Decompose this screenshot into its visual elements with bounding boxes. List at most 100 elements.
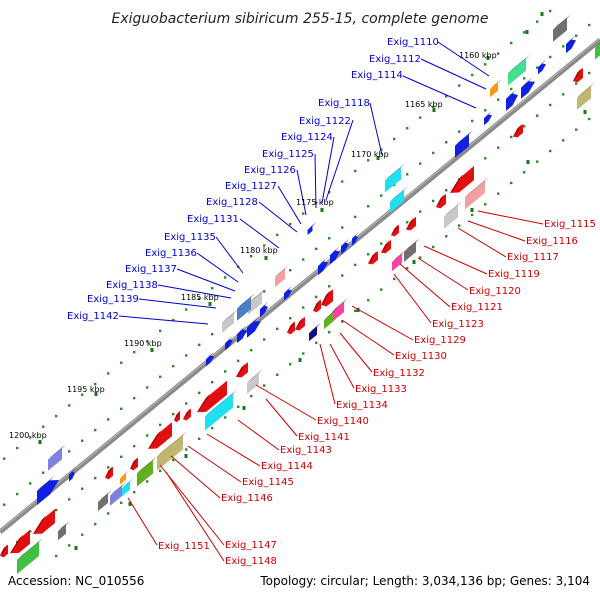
major-tick: [208, 302, 212, 306]
tick-dot: [380, 288, 383, 291]
gene-top: [236, 363, 246, 377]
gene-top: [33, 515, 46, 535]
tick-dot: [471, 73, 474, 77]
gene-label[interactable]: Exig_1140: [317, 416, 369, 427]
gene-top: [37, 476, 54, 492]
gene-reverse-28: [130, 457, 138, 471]
tick-dot: [432, 199, 435, 203]
kbp-label: 1185 kbp: [181, 293, 219, 302]
gene-face: [248, 292, 262, 315]
gene-label[interactable]: Exig_1110: [387, 37, 439, 48]
leader-line-top: [258, 201, 298, 233]
tick-dot: [185, 402, 188, 405]
gene-top: [444, 201, 462, 217]
tick-dot: [263, 244, 266, 247]
major-tick: [94, 392, 98, 396]
gene-label[interactable]: Exig_1151: [158, 541, 210, 552]
gene-label[interactable]: Exig_1119: [488, 269, 540, 280]
kbp-label: 1195 kbp: [67, 385, 105, 394]
kbp-label: 1190 kbp: [124, 339, 162, 348]
tick-dot: [367, 253, 370, 256]
gene-top: [130, 457, 138, 469]
gene-label[interactable]: Exig_1128: [206, 197, 258, 208]
gene-label[interactable]: Exig_1147: [225, 540, 277, 551]
gene-top: [284, 285, 293, 294]
gene-label[interactable]: Exig_1127: [225, 181, 277, 192]
gene-label[interactable]: Exig_1122: [299, 116, 351, 127]
gene-label[interactable]: Exig_1131: [187, 214, 239, 225]
gene-label[interactable]: Exig_1129: [414, 335, 466, 346]
gene-label[interactable]: Exig_1120: [469, 286, 521, 297]
gene-label[interactable]: Exig_1138: [106, 280, 158, 291]
gene-reverse-37: [58, 520, 70, 541]
gene-reverse-39: [0, 544, 8, 558]
gene-label[interactable]: Exig_1136: [145, 248, 197, 259]
gene-top: [287, 321, 295, 333]
gene-label[interactable]: Exig_1143: [280, 445, 332, 456]
major-tick: [242, 406, 246, 410]
tick-dot: [185, 354, 188, 357]
tick-dot: [445, 95, 448, 98]
gene-top: [436, 194, 445, 208]
gene-forward-16: [307, 221, 317, 236]
gene-label[interactable]: Exig_1132: [373, 368, 425, 379]
leader-line-top: [196, 252, 239, 283]
gene-top: [455, 130, 473, 146]
gene-label[interactable]: Exig_1130: [395, 351, 447, 362]
gene-face: [324, 311, 334, 330]
gene-label[interactable]: Exig_1135: [164, 232, 216, 243]
label-leader-lines: [118, 41, 544, 562]
gene-label[interactable]: Exig_1141: [298, 432, 350, 443]
gene-label[interactable]: Exig_1121: [451, 302, 503, 313]
gene-label[interactable]: Exig_1116: [526, 236, 578, 247]
tick-dot: [289, 269, 292, 272]
gene-reverse-5: [436, 193, 446, 209]
tick-dot: [315, 341, 318, 345]
gene-label[interactable]: Exig_1144: [261, 461, 313, 472]
gene-label[interactable]: Exig_1134: [336, 400, 388, 411]
leader-line-bottom: [341, 319, 395, 356]
gene-reverse-32: [122, 477, 134, 497]
gene-label[interactable]: Exig_1112: [369, 54, 421, 65]
tick-dot: [55, 554, 58, 558]
leader-line-top: [437, 41, 490, 77]
gene-label[interactable]: Exig_1137: [125, 264, 177, 275]
gene-label[interactable]: Exig_1125: [262, 149, 314, 160]
gene-label[interactable]: Exig_1124: [281, 132, 333, 143]
tick-dot: [510, 87, 513, 91]
tick-dot: [536, 66, 539, 69]
tick-dot: [458, 84, 461, 87]
gene-label[interactable]: Exig_1115: [544, 219, 596, 230]
gene-top: [450, 174, 463, 193]
tick-dot: [159, 423, 162, 426]
gene-reverse-34: [105, 466, 113, 480]
gene-label[interactable]: Exig_1118: [318, 98, 370, 109]
gene-face: [148, 422, 172, 449]
gene-label[interactable]: Exig_1139: [87, 294, 139, 305]
gene-label[interactable]: Exig_1146: [221, 493, 273, 504]
gene-label[interactable]: Exig_1148: [225, 556, 277, 567]
major-tick: [583, 110, 587, 114]
gene-label[interactable]: Exig_1114: [351, 70, 403, 81]
gene-top: [573, 68, 582, 82]
tick-dot: [159, 375, 162, 378]
gene-label[interactable]: Exig_1117: [507, 252, 559, 263]
tick-dot: [81, 533, 84, 536]
tick-dot: [68, 404, 71, 407]
gene-label[interactable]: Exig_1123: [432, 319, 484, 330]
gene-label[interactable]: Exig_1145: [242, 477, 294, 488]
gene-features: [0, 14, 600, 575]
gene-label[interactable]: Exig_1126: [244, 165, 296, 176]
gene-face: [307, 225, 313, 236]
tick-dot: [185, 448, 188, 451]
gene-forward-21: [260, 301, 269, 318]
gene-label[interactable]: Exig_1133: [355, 384, 407, 395]
gene-label[interactable]: Exig_1142: [67, 311, 119, 322]
gene-top: [248, 288, 266, 304]
tick-dot: [159, 469, 162, 472]
tick-dot: [393, 277, 396, 281]
gene-reverse-11: [404, 238, 420, 262]
gene-face: [236, 362, 248, 378]
gene-face: [595, 43, 600, 60]
